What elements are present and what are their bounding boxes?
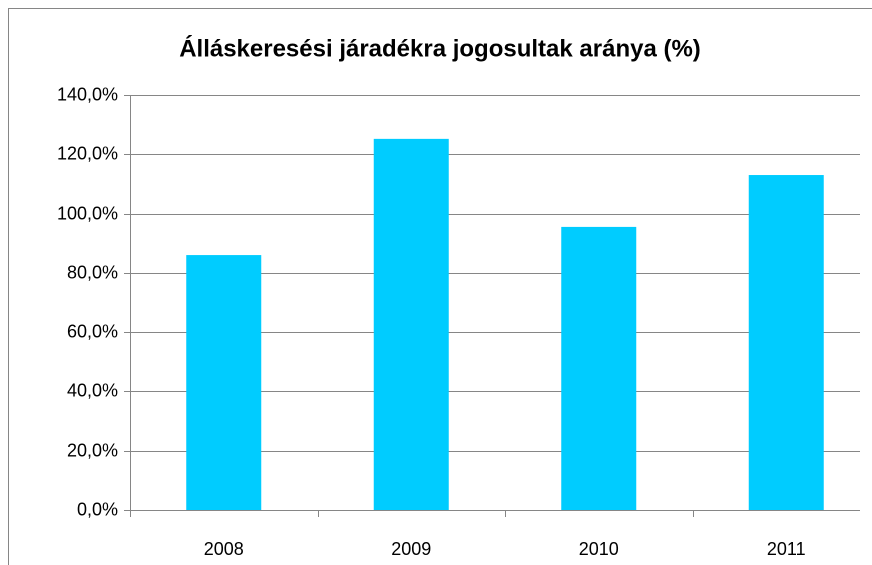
bar xyxy=(748,175,824,511)
y-tick-label: 0,0% xyxy=(77,499,118,519)
y-tick-label: 60,0% xyxy=(67,321,118,341)
bar xyxy=(186,255,262,510)
y-tick-label: 20,0% xyxy=(67,440,118,460)
y-tick-label: 140,0% xyxy=(57,84,118,104)
x-tick-label: 2011 xyxy=(767,539,806,559)
x-tick-label: 2008 xyxy=(204,539,244,559)
y-tick-label: 40,0% xyxy=(67,380,118,400)
y-tick-label: 80,0% xyxy=(67,262,118,282)
bar xyxy=(561,226,637,511)
y-tick-label: 120,0% xyxy=(57,143,118,163)
x-tick-label: 2010 xyxy=(579,539,619,559)
y-tick-label: 100,0% xyxy=(57,203,118,223)
x-tick-label: 2009 xyxy=(391,539,431,559)
chart-title: Álláskeresési járadékra jogosultak arány… xyxy=(179,34,701,62)
bar xyxy=(373,138,449,510)
